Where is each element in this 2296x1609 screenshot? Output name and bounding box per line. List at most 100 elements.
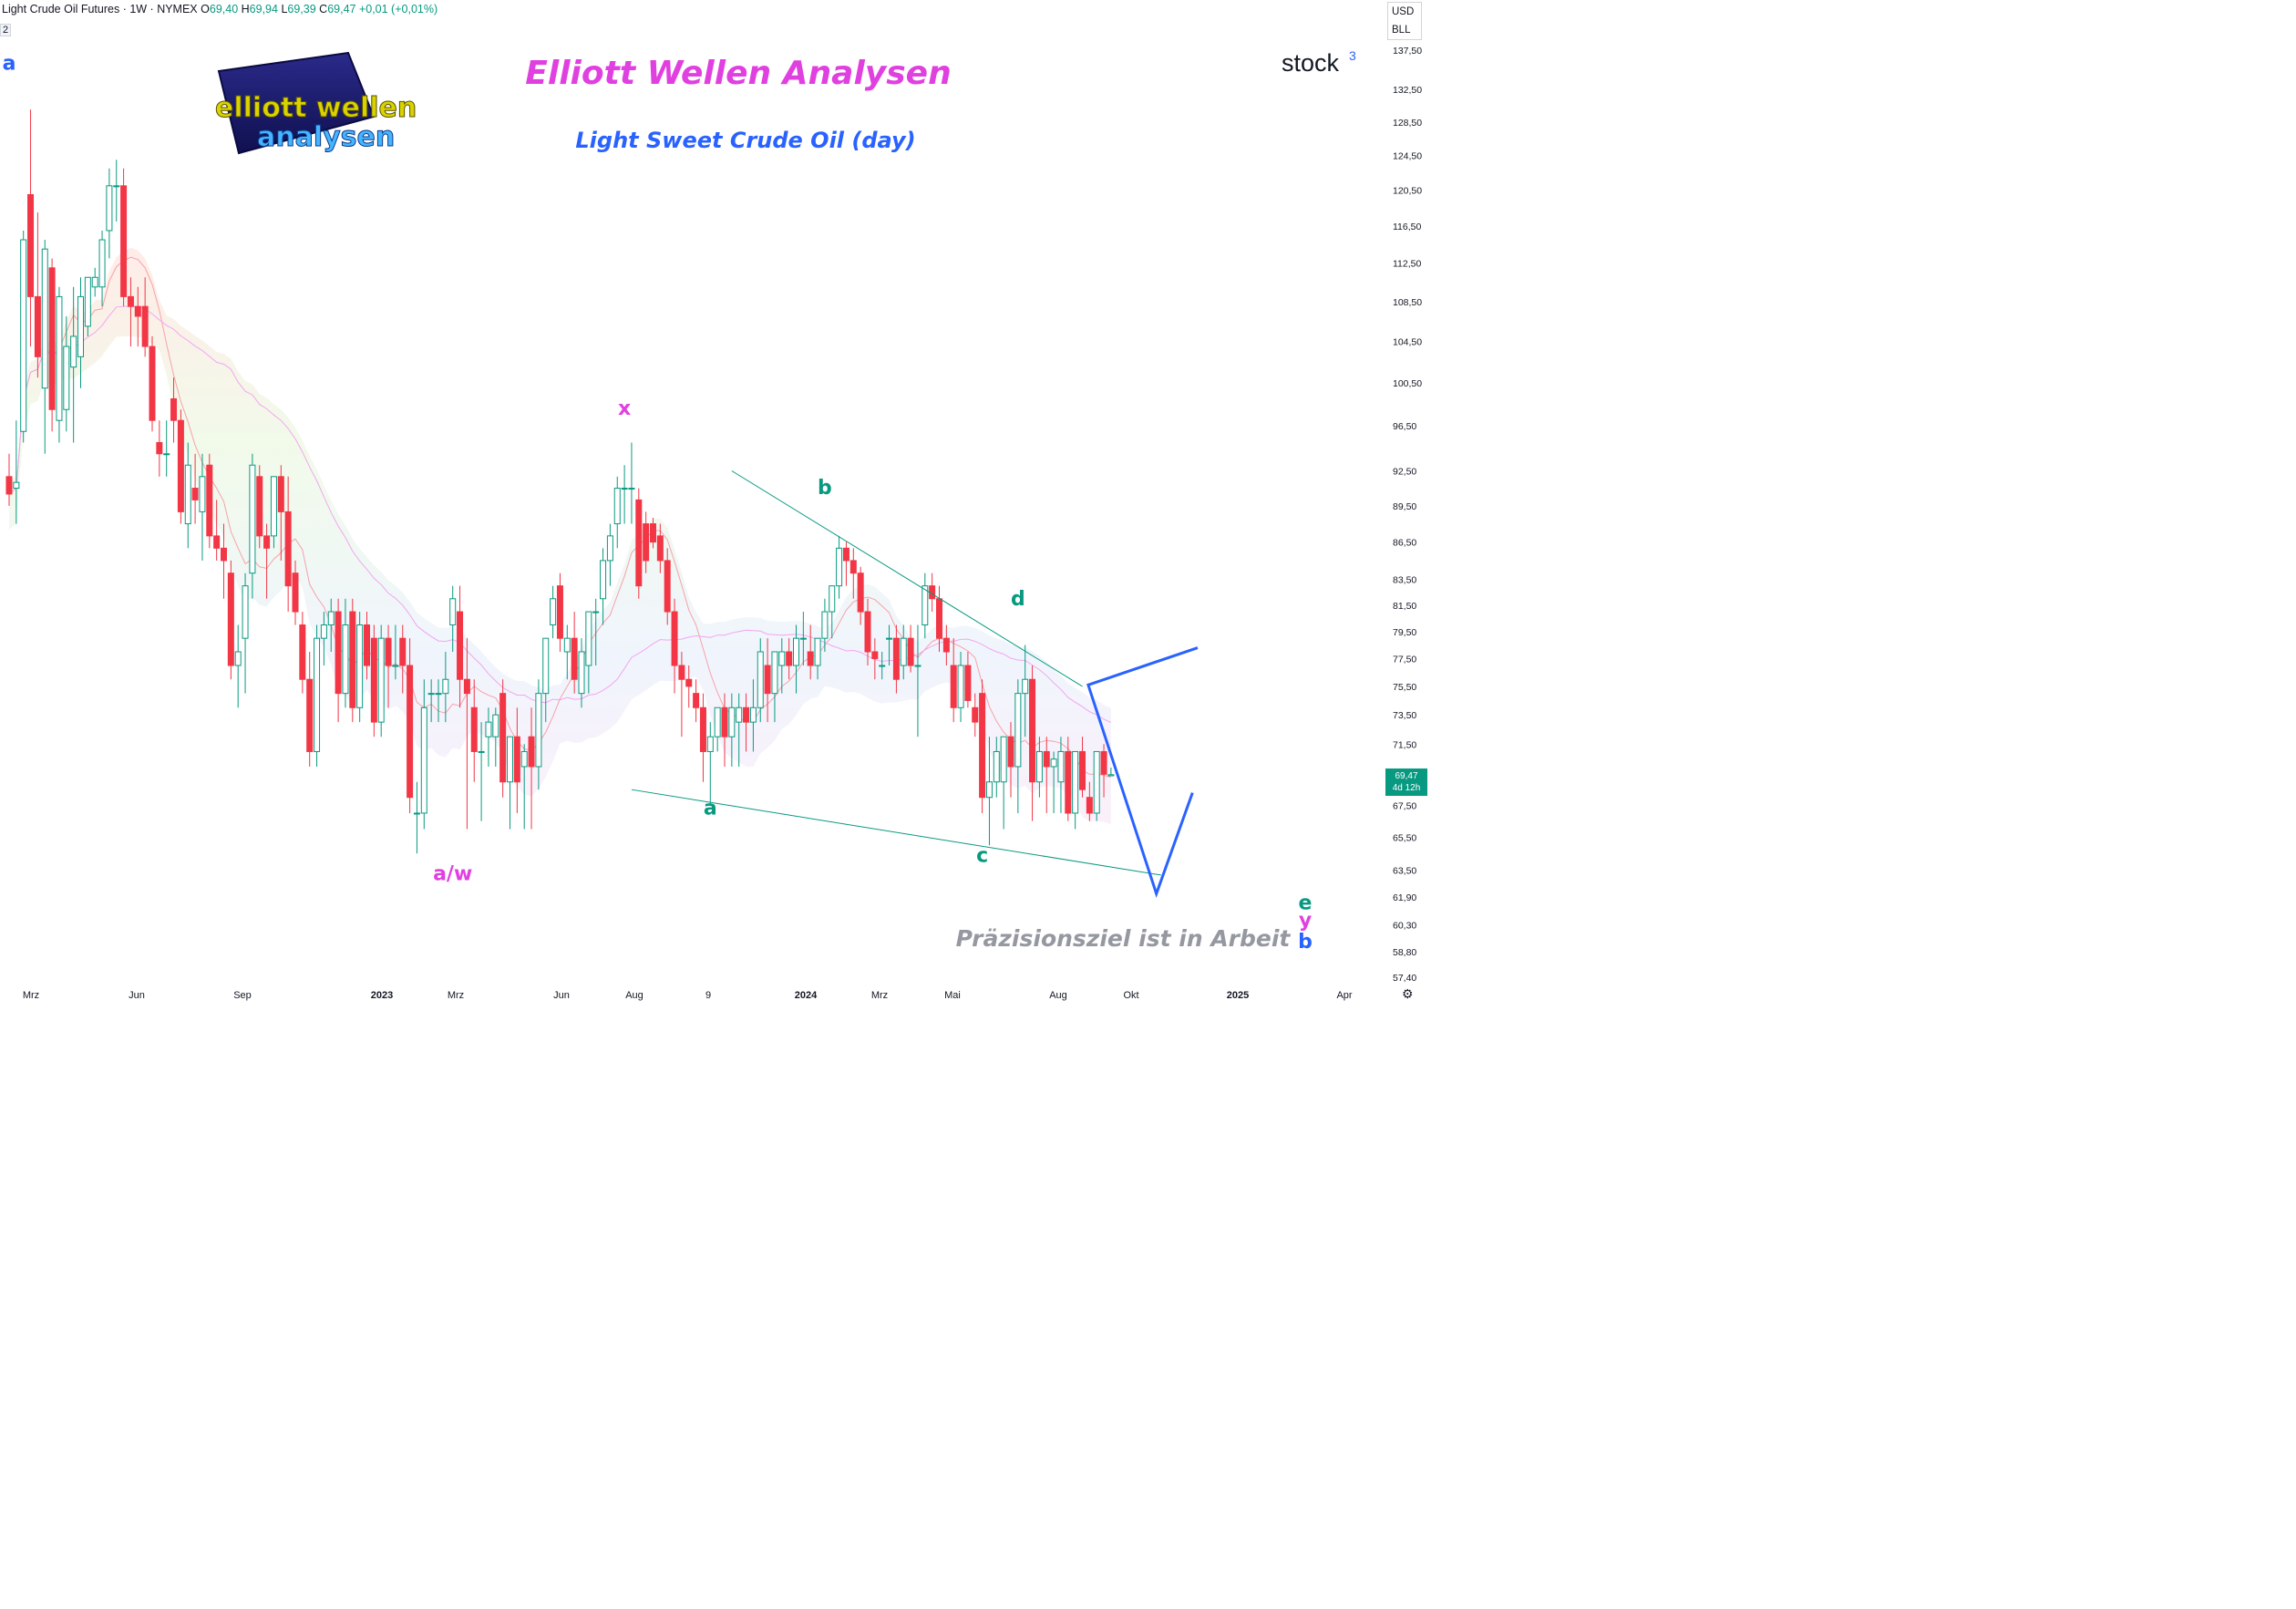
candle-body <box>513 736 520 783</box>
candle-body <box>678 665 685 680</box>
candle-body <box>1107 774 1115 777</box>
symbol-title[interactable]: Light Crude Oil Futures · 1W · NYMEX <box>2 3 198 15</box>
candle-body <box>821 611 829 639</box>
last-price: 69,47 <box>1395 771 1418 781</box>
candle-body <box>392 665 399 667</box>
price-tick-label: 57,40 <box>1393 973 1416 984</box>
price-tick-label: 58,80 <box>1393 947 1416 958</box>
price-tick-label: 81,50 <box>1393 601 1416 612</box>
indicator-count-badge[interactable]: 2 <box>0 24 12 36</box>
candle-body <box>184 464 191 525</box>
price-tick-label: 89,50 <box>1393 501 1416 512</box>
candle-body <box>277 476 284 512</box>
candle-body <box>427 693 435 696</box>
settings-gear-icon[interactable]: ⚙ <box>1402 986 1414 1001</box>
price-tick-label: 137,50 <box>1393 46 1422 57</box>
currency-label[interactable]: USD <box>1392 6 1415 17</box>
candle-body <box>864 611 871 653</box>
candle-body <box>542 637 550 695</box>
slow-moving-average <box>8 305 1112 723</box>
elliott-wellen-logo: elliott wellen analysen <box>215 51 417 155</box>
price-tick-label: 92,50 <box>1393 466 1416 477</box>
candle-body <box>721 707 728 737</box>
candle-body <box>199 476 206 512</box>
price-tick-label: 60,30 <box>1393 921 1416 932</box>
candle-body <box>170 397 178 421</box>
logo-text-line2: analysen <box>257 121 395 153</box>
price-axis[interactable]: 137,50 132,50 128,50 124,50 120,50 116,50 112,… <box>1393 46 1422 984</box>
candle-body <box>206 464 213 537</box>
time-tick-label: 2024 <box>795 990 818 1001</box>
wave-label: a <box>3 52 16 75</box>
time-tick-label: 2025 <box>1227 990 1249 1001</box>
candle-body <box>470 707 478 752</box>
low-value: 69,39 <box>287 3 316 15</box>
candle-body <box>578 651 585 695</box>
candle-body <box>106 185 113 232</box>
time-tick-label: Jun <box>129 990 145 1001</box>
candle-body <box>757 651 764 708</box>
stock3-logo-superscript: 3 <box>1349 48 1356 63</box>
candle-body <box>56 295 63 421</box>
chart-area[interactable]: a x a/w a b c d e y b 137,50 132,50 128,50 124,50 120… <box>0 0 1428 1001</box>
candle-body <box>656 535 664 562</box>
candle-body <box>499 693 507 783</box>
candle-body <box>507 736 513 783</box>
unit-label[interactable]: BLL <box>1392 25 1411 36</box>
candle-body <box>936 598 942 639</box>
time-axis[interactable]: Mrz Jun Sep 2023 Mrz Jun Aug 9 2024 Mrz Mai Aug Okt 2… <box>23 990 1353 1001</box>
candle-body <box>413 812 420 815</box>
high-value: 69,94 <box>249 3 278 15</box>
candle-body <box>127 295 134 307</box>
candle-body <box>921 585 929 626</box>
candle-body <box>814 637 821 666</box>
candle-body <box>699 707 706 752</box>
price-tick-label: 132,50 <box>1393 85 1422 96</box>
candle-body <box>5 476 13 495</box>
price-tick-label: 75,50 <box>1393 682 1416 693</box>
candle-body <box>263 535 271 549</box>
price-tick-label: 79,50 <box>1393 627 1416 638</box>
candle-body <box>520 750 528 768</box>
candle-body <box>664 560 671 613</box>
candle-body <box>985 781 993 799</box>
candle-body <box>385 637 392 666</box>
candle-body <box>900 637 907 666</box>
candle-body <box>306 678 314 752</box>
price-tick-label: 108,50 <box>1393 297 1422 308</box>
price-tick-label: 73,50 <box>1393 710 1416 721</box>
fast-moving-average <box>8 256 1112 778</box>
candle-body <box>13 481 20 490</box>
wave-label: e <box>1299 892 1313 914</box>
candle-body <box>628 488 635 490</box>
candle-body <box>270 476 277 537</box>
trend-lines <box>631 470 1199 899</box>
candle-body <box>299 624 306 680</box>
candle-body <box>714 707 721 737</box>
candle-body <box>736 707 743 723</box>
candle-body <box>1093 750 1100 814</box>
candle-body <box>1086 797 1093 814</box>
candle-body <box>34 295 41 357</box>
candle-body <box>1043 750 1050 768</box>
symbol-legend[interactable]: Light Crude Oil Futures · 1W · NYMEX O 69… <box>2 3 438 15</box>
candle-body <box>793 637 799 666</box>
wave-label: x <box>618 397 631 420</box>
candle-body <box>1072 750 1079 814</box>
candle-body <box>600 560 607 600</box>
open-label: O <box>201 3 210 15</box>
price-tick-label: 116,50 <box>1393 222 1421 232</box>
candle-body <box>364 624 370 666</box>
candle-body <box>929 585 936 600</box>
logo-text-line1: elliott wellen <box>215 92 417 124</box>
close-label: C <box>319 3 328 15</box>
candle-body <box>807 651 814 666</box>
candle-body <box>98 239 106 288</box>
candle-body <box>1079 750 1086 790</box>
candle-body <box>141 305 149 347</box>
currency-unit-selector[interactable]: USD BLL <box>1387 2 1422 40</box>
candle-body <box>592 611 600 614</box>
candle-body <box>485 721 492 737</box>
